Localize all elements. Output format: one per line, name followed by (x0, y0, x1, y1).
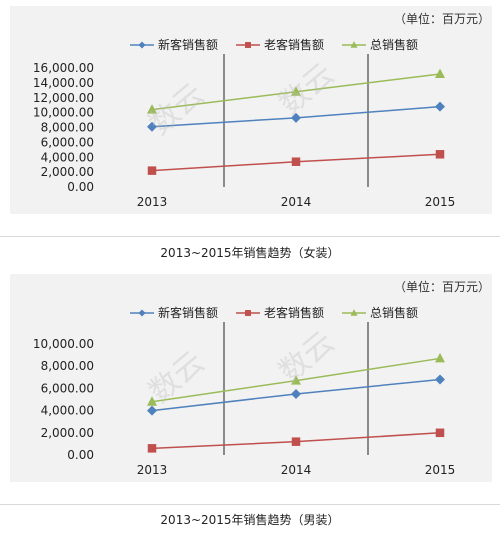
data-point (147, 444, 157, 453)
data-point (435, 150, 445, 159)
legend-item: 总销售额 (342, 304, 418, 321)
data-point (291, 86, 301, 96)
x-tick-label: 2015 (425, 463, 456, 477)
data-point (291, 437, 301, 446)
y-tick-label: 6,000.00 (41, 381, 94, 395)
y-tick-label: 10,000.00 (33, 337, 94, 351)
legend-marker (245, 41, 251, 48)
data-point (435, 68, 445, 78)
data-point (147, 396, 157, 406)
data-point (147, 104, 157, 114)
data-point (291, 157, 301, 166)
legend-item: 总销售额 (342, 36, 418, 53)
chart-panel-mens: 10,000.00 8,000.00 6,000.00 4,000.00 2,000.0… (0, 268, 500, 534)
x-tick-label: 2014 (281, 463, 312, 477)
data-point (435, 428, 445, 438)
data-point (147, 405, 157, 416)
data-point (291, 112, 301, 123)
legend-label: 老客销售额 (264, 38, 325, 52)
chart-caption: 2013~2015年销售趋势（女装） (160, 246, 340, 260)
legend-marker (350, 40, 358, 48)
y-tick-label: 4,000.00 (41, 404, 94, 418)
x-tick-label: 2013 (137, 195, 168, 209)
chart-panel-womens: 16,000.00 14,000.00 12,000.00 10,000.00 8,00… (0, 6, 500, 260)
chart-legend: 新客销售额 老客销售额 总销售额 (130, 36, 418, 53)
data-point (147, 166, 157, 175)
legend-marker-icon (342, 40, 367, 48)
y-tick-label: 6,000.00 (41, 135, 94, 149)
legend-marker-icon (342, 308, 367, 316)
y-tick-label: 10,000.00 (33, 106, 94, 120)
y-tick-label: 16,000.00 (33, 61, 94, 75)
legend-marker-icon (236, 41, 261, 48)
data-point (291, 375, 301, 385)
legend-label: 新客销售额 (158, 306, 219, 320)
y-tick-label: 12,000.00 (33, 91, 94, 105)
legend-label: 总销售额 (370, 306, 419, 320)
legend-item: 老客销售额 (236, 36, 324, 53)
legend-item: 新客销售额 (130, 304, 218, 321)
watermark: 数云 (143, 77, 211, 142)
divider (0, 504, 500, 505)
plot-background (10, 6, 492, 214)
unit-label: （单位：百万元） (393, 12, 490, 26)
y-tick-label: 14,000.00 (33, 76, 94, 90)
chart-legend: 新客销售额 老客销售额 总销售额 (130, 304, 418, 321)
divider (0, 236, 500, 237)
unit-label: （单位：百万元） (393, 280, 490, 294)
legend-marker (138, 41, 146, 48)
legend-marker-icon (130, 309, 154, 316)
data-point (435, 101, 445, 112)
watermark: 数云 (273, 325, 341, 390)
legend-label: 老客销售额 (264, 306, 325, 320)
legend-label: 总销售额 (370, 38, 419, 52)
y-tick-label: 0.00 (67, 180, 94, 194)
plot-background (10, 274, 492, 482)
data-point (435, 374, 445, 385)
data-point (147, 121, 157, 132)
data-point (435, 352, 445, 363)
legend-label: 新客销售额 (158, 38, 219, 52)
y-tick-label: 4,000.00 (41, 150, 94, 164)
y-tick-label: 2,000.00 (41, 426, 94, 440)
chart-caption: 2013~2015年销售趋势（男装） (160, 513, 340, 527)
line-chart-womens: 16,000.0014,000.0012,000.0010,000.008,00… (33, 54, 456, 209)
data-point (291, 388, 301, 399)
y-tick-label: 8,000.00 (41, 359, 94, 373)
legend-marker (138, 309, 146, 316)
legend-marker (245, 309, 251, 316)
legend-item: 新客销售额 (130, 36, 218, 53)
legend-marker (350, 308, 358, 316)
y-tick-label: 0.00 (67, 448, 94, 462)
y-tick-label: 8,000.00 (41, 121, 94, 135)
watermark: 数云 (273, 57, 341, 122)
legend-marker-icon (130, 41, 154, 48)
x-tick-label: 2013 (137, 463, 168, 477)
line-chart-mens: 10,000.00 8,000.00 6,000.00 4,000.00 2,000.0… (33, 322, 456, 477)
x-tick-label: 2014 (281, 195, 312, 209)
y-tick-label: 2,000.00 (41, 165, 94, 179)
legend-item: 老客销售额 (236, 304, 324, 321)
legend-marker-icon (236, 309, 261, 316)
x-tick-label: 2015 (425, 195, 456, 209)
